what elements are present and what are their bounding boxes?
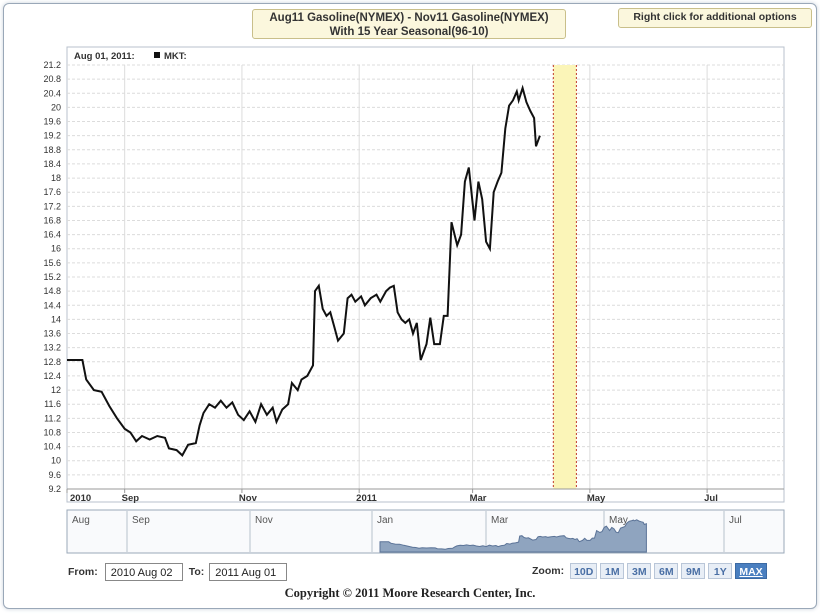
- y-tick-label: 20.8: [43, 74, 61, 84]
- x-axis: 2010 Sep Nov 2011 Mar May Jul: [66, 488, 784, 504]
- x-tick-label: Jul: [704, 493, 718, 504]
- from-date-input[interactable]: 2010 Aug 02: [104, 563, 183, 581]
- chart-title-line1: Aug11 Gasoline(NYMEX) - Nov11 Gasoline(N…: [269, 12, 549, 24]
- zoom-controls: Zoom: 10D 1M 3M 6M 9M 1Y MAX: [532, 562, 767, 580]
- zoom-label: Zoom:: [532, 565, 565, 577]
- navigator-label: Sep: [132, 515, 150, 526]
- y-tick-label: 14: [51, 314, 61, 324]
- y-tick-label: 12: [51, 385, 61, 395]
- y-tick-label: 10.8: [43, 427, 61, 437]
- x-tick-label: 2011: [356, 493, 377, 504]
- navigator-label: Jul: [729, 515, 742, 526]
- navigator-panel[interactable]: [66, 509, 785, 554]
- date-range-selector: From: 2010 Aug 02 To: 2011 Aug 01: [68, 562, 288, 582]
- navigator-area-series: [379, 519, 647, 553]
- navigator-label: Nov: [255, 515, 273, 526]
- y-tick-label: 20.4: [43, 88, 61, 98]
- x-tick-label: May: [587, 493, 606, 504]
- x-tick-label: Sep: [122, 493, 140, 504]
- right-click-options-hint[interactable]: Right click for additional options: [618, 8, 812, 28]
- grid-lines: [67, 64, 784, 490]
- chart-title-line2: With 15 Year Seasonal(96-10): [329, 26, 489, 38]
- y-tick-label: 9.6: [48, 470, 61, 480]
- y-tick-label: 15.2: [43, 272, 61, 282]
- y-tick-label: 17.6: [43, 187, 61, 197]
- y-tick-label: 10: [51, 456, 61, 466]
- to-date-input[interactable]: 2011 Aug 01: [209, 563, 288, 581]
- y-tick-label: 18.8: [43, 145, 61, 155]
- y-tick-label: 9.2: [48, 484, 61, 494]
- x-tick-label: Mar: [470, 493, 487, 504]
- from-label: From:: [68, 566, 98, 578]
- y-tick-label: 11.2: [44, 413, 61, 423]
- legend-date: Aug 01, 2011:: [74, 51, 135, 62]
- y-tick-label: 18.4: [43, 159, 61, 169]
- to-label: To:: [188, 566, 205, 578]
- navigator-label: Aug: [72, 515, 90, 526]
- y-tick-label: 10.4: [43, 442, 61, 452]
- zoom-6m-button[interactable]: 6M: [654, 563, 679, 579]
- plot-area: [66, 46, 785, 503]
- y-axis: 9.2 9.6 10 10.4 10.8 11.2 11.6 12 12.4 12.8 13.2 13…: [43, 60, 61, 494]
- zoom-1y-button[interactable]: 1Y: [708, 563, 733, 579]
- y-tick-label: 14.4: [43, 300, 61, 310]
- navigator-label: Mar: [491, 515, 509, 526]
- y-tick-label: 16.4: [43, 230, 61, 240]
- x-tick-label: Nov: [239, 493, 258, 504]
- y-tick-label: 21.2: [43, 60, 61, 70]
- y-tick-label: 17.2: [43, 201, 61, 211]
- legend-swatch: [154, 52, 160, 58]
- zoom-3m-button[interactable]: 3M: [627, 563, 652, 579]
- y-tick-label: 16: [51, 244, 61, 254]
- y-tick-label: 19.2: [43, 131, 61, 141]
- navigator-label: May: [609, 515, 628, 526]
- y-tick-label: 20: [51, 102, 61, 112]
- y-tick-label: 14.8: [43, 286, 61, 296]
- y-tick-label: 13.2: [43, 343, 61, 353]
- zoom-max-button[interactable]: MAX: [735, 563, 767, 579]
- legend-series-label: MKT:: [164, 51, 187, 62]
- zoom-1m-button[interactable]: 1M: [600, 563, 625, 579]
- navigator-label: Jan: [377, 515, 393, 526]
- y-tick-label: 16.8: [43, 215, 61, 225]
- y-tick-label: 18: [51, 173, 61, 183]
- y-tick-label: 11.6: [44, 399, 61, 409]
- chart-title: Aug11 Gasoline(NYMEX) - Nov11 Gasoline(N…: [252, 9, 566, 39]
- y-tick-label: 12.8: [43, 357, 61, 367]
- series-line-mkt: [67, 84, 541, 458]
- zoom-10d-button[interactable]: 10D: [570, 563, 598, 579]
- y-tick-label: 19.6: [43, 117, 61, 127]
- navigator-labels: Aug Sep Nov Jan Mar May Jul: [72, 515, 742, 526]
- zoom-9m-button[interactable]: 9M: [681, 563, 706, 579]
- y-tick-label: 15.6: [43, 258, 61, 268]
- copyright-footer: Copyright © 2011 Moore Research Center, …: [284, 586, 536, 600]
- y-tick-label: 12.4: [43, 371, 61, 381]
- y-tick-label: 13.6: [43, 329, 61, 339]
- highlight-band: [553, 65, 577, 489]
- x-tick-label: 2010: [70, 493, 91, 504]
